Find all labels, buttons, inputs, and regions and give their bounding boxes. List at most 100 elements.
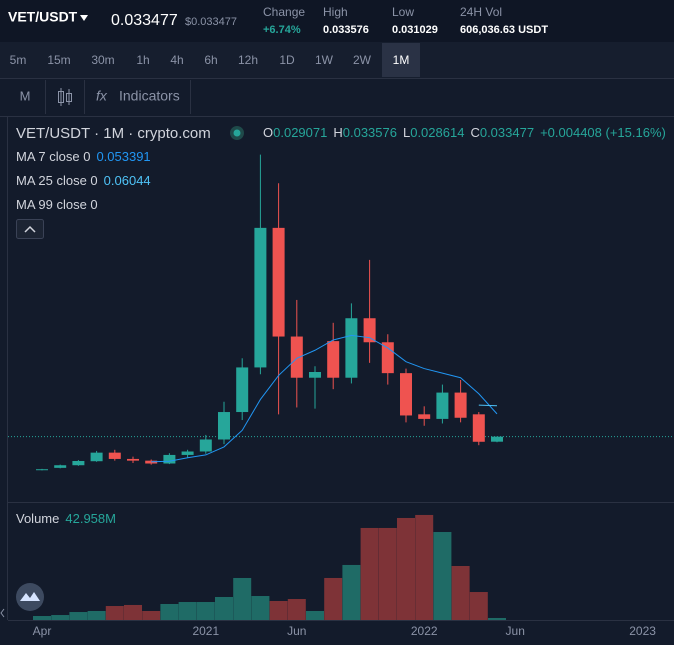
ma-name: MA 7 close 0 — [16, 149, 90, 164]
candle-body — [309, 371, 321, 378]
indicators-button[interactable]: Indicators — [119, 88, 180, 104]
volume-bar — [360, 527, 379, 620]
ohlc-legend: O0.029071 H0.033576 L0.028614 C0.033477 +0.0… — [263, 125, 666, 140]
candle-type-icon[interactable] — [58, 88, 72, 106]
volume-bar — [433, 532, 452, 620]
scroll-arrow[interactable] — [0, 608, 5, 618]
price: 0.033477 — [111, 12, 178, 29]
interval-bar — [0, 42, 674, 78]
mode-button-label[interactable]: M — [20, 88, 31, 103]
volume-bar — [87, 610, 106, 620]
candle-body — [290, 336, 303, 378]
stat-value: +6.74% — [263, 24, 301, 36]
candle-body — [436, 392, 449, 419]
candle-body — [345, 318, 358, 378]
chart-title: VET/USDT · 1M · crypto.com — [16, 125, 211, 142]
interval-button[interactable]: 1D — [279, 53, 295, 67]
interval-button[interactable]: 6h — [204, 53, 217, 67]
volume-bar — [287, 599, 306, 620]
ohlc-prefix: C — [470, 125, 479, 140]
interval-button[interactable]: 15m — [47, 53, 70, 67]
candle-body — [199, 439, 212, 452]
chevron-icon[interactable] — [24, 225, 36, 233]
candle-body — [181, 451, 194, 455]
x-tick-label: Jun — [506, 624, 525, 638]
ohlc-prefix: L — [403, 125, 410, 140]
interval-button[interactable]: 12h — [238, 53, 258, 67]
collapse-button[interactable] — [16, 219, 44, 239]
volume-legend: Volume 42.958M — [16, 511, 116, 526]
volume-bar — [69, 612, 88, 620]
candle-body — [272, 227, 285, 337]
interval-button[interactable]: 1M — [393, 53, 410, 67]
fx-icon[interactable]: fx — [96, 88, 108, 104]
x-tick-label: 2022 — [411, 624, 438, 638]
ma-line — [478, 404, 498, 407]
ohlc-value: 0.029071 — [273, 125, 327, 140]
stat-value: 0.031029 — [392, 24, 438, 36]
ma-legend: MA 99 close 0 — [16, 197, 98, 212]
volume-bar — [160, 603, 179, 620]
logo[interactable] — [16, 583, 44, 611]
ohlc-value: 0.028614 — [410, 125, 464, 140]
ohlc-change: +0.004408 (+15.16%) — [540, 125, 666, 140]
volume-bar — [33, 616, 51, 620]
logo-mark — [20, 592, 40, 601]
toolbar — [0, 78, 674, 116]
volume-bar — [105, 606, 124, 620]
ohlc-value: 0.033477 — [480, 125, 534, 140]
ma-name: MA 99 close 0 — [16, 197, 98, 212]
volume-bar — [124, 604, 142, 620]
candle-body — [36, 469, 48, 471]
candle-body — [327, 341, 340, 378]
status-dot — [233, 129, 241, 137]
volume-bar — [324, 577, 343, 620]
volume-value: 42.958M — [65, 511, 116, 526]
x-tick-label: Jun — [287, 624, 306, 638]
ma-legend: MA 25 close 0 0.06044 — [16, 173, 151, 188]
volume-label: Volume — [16, 511, 59, 526]
interval-button[interactable]: 4h — [170, 53, 183, 67]
volume-bar — [378, 527, 397, 620]
candle-body — [400, 373, 412, 416]
stat-label: Low — [392, 5, 414, 19]
candle-body — [454, 392, 467, 418]
interval-button[interactable]: 1W — [315, 53, 334, 67]
volume-bar — [233, 577, 252, 620]
volume-bar — [451, 566, 470, 620]
interval-button[interactable]: 30m — [91, 53, 114, 67]
volume-bar — [196, 602, 215, 620]
candle-body — [381, 342, 394, 374]
ohlc-value: 0.033576 — [343, 125, 397, 140]
ma-value: 0.06044 — [104, 173, 151, 188]
ma-legend: MA 7 close 0 0.053391 — [16, 149, 151, 164]
candle-body — [363, 318, 376, 343]
interval-button[interactable]: 5m — [10, 53, 27, 67]
stat-label: Change — [263, 5, 305, 19]
candle-body — [108, 452, 121, 459]
volume-bar — [342, 564, 361, 620]
volume-bar — [397, 517, 415, 620]
volume-bar — [269, 600, 288, 620]
candle-body — [145, 460, 158, 464]
header-bar — [0, 0, 674, 42]
stat-label: 24H Vol — [460, 5, 502, 19]
volume-bar — [215, 596, 233, 620]
volume-bar — [469, 592, 488, 620]
candle-body — [72, 460, 85, 466]
candle-body — [472, 414, 485, 442]
interval-button[interactable]: 1h — [136, 53, 149, 67]
candle-body — [254, 227, 267, 368]
ma-line — [151, 334, 498, 463]
volume-bar — [251, 596, 270, 620]
pair[interactable]: VET/USDT — [8, 9, 78, 25]
interval-button[interactable]: 2W — [353, 53, 372, 67]
ma-value: 0.053391 — [96, 149, 150, 164]
dropdown-caret[interactable] — [80, 15, 88, 21]
ohlc-prefix: H — [333, 125, 342, 140]
candle-body — [218, 412, 230, 440]
volume-bar — [306, 610, 324, 620]
interval-selected[interactable] — [382, 43, 420, 77]
stat-label: High — [323, 5, 348, 19]
